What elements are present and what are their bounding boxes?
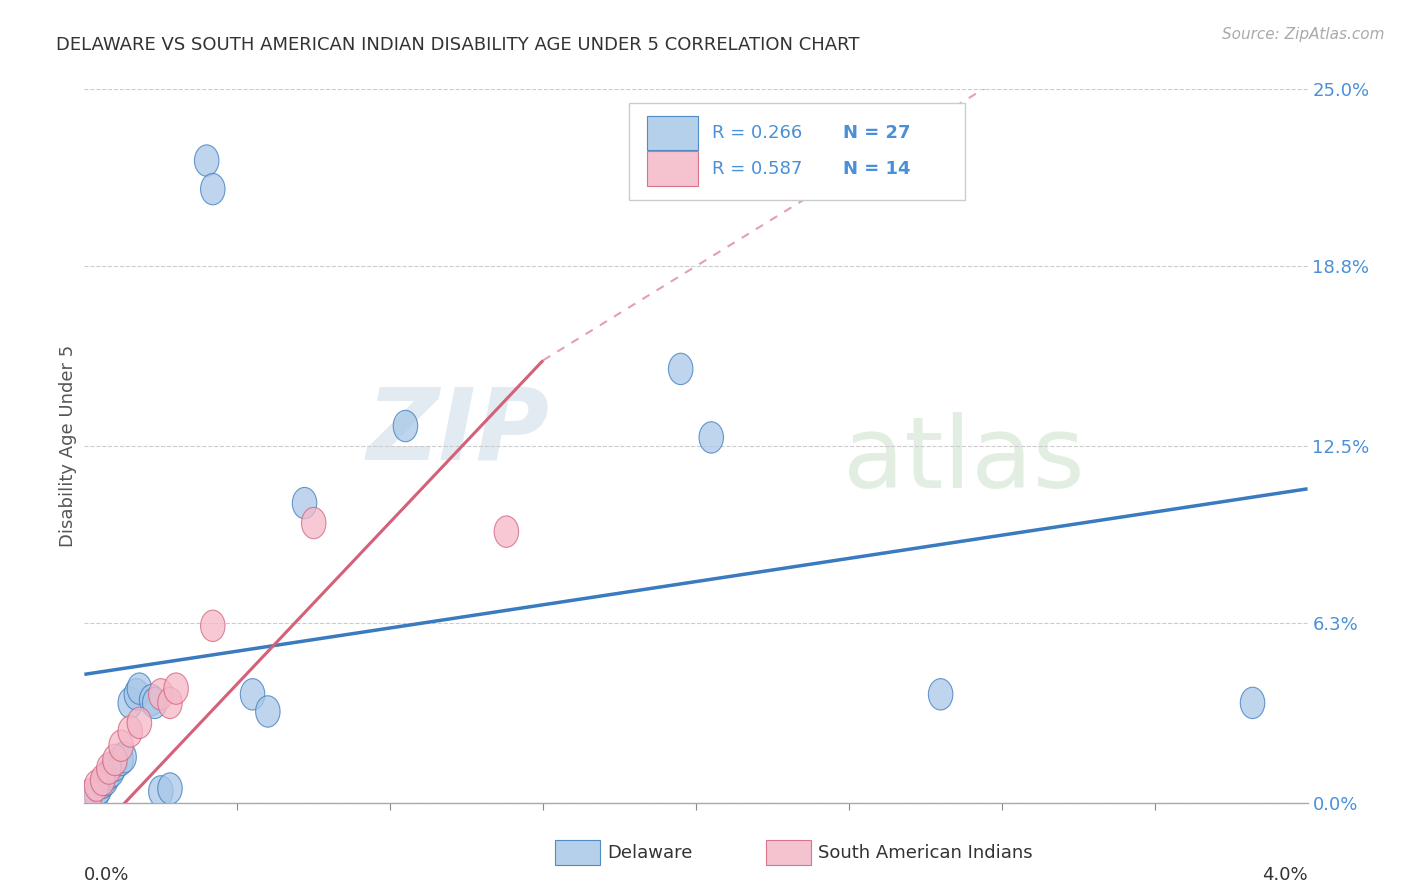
Ellipse shape (139, 684, 165, 715)
Ellipse shape (97, 758, 121, 790)
Ellipse shape (90, 767, 115, 798)
Text: 0.0%: 0.0% (84, 865, 129, 884)
FancyBboxPatch shape (647, 152, 699, 186)
Text: N = 27: N = 27 (842, 125, 910, 143)
Ellipse shape (87, 772, 112, 805)
Ellipse shape (90, 764, 115, 796)
Ellipse shape (301, 508, 326, 539)
Ellipse shape (928, 679, 953, 710)
Ellipse shape (94, 764, 118, 796)
Ellipse shape (201, 610, 225, 641)
FancyBboxPatch shape (647, 116, 699, 150)
Ellipse shape (668, 353, 693, 384)
Text: Delaware: Delaware (607, 844, 693, 862)
Ellipse shape (127, 673, 152, 705)
Ellipse shape (240, 679, 264, 710)
Ellipse shape (699, 422, 724, 453)
Y-axis label: Disability Age Under 5: Disability Age Under 5 (59, 345, 77, 547)
Ellipse shape (157, 772, 183, 805)
Ellipse shape (118, 715, 142, 747)
Ellipse shape (118, 687, 142, 719)
Ellipse shape (157, 687, 183, 719)
Ellipse shape (79, 779, 103, 810)
Ellipse shape (79, 781, 103, 813)
Text: 4.0%: 4.0% (1263, 865, 1308, 884)
Ellipse shape (149, 776, 173, 807)
Ellipse shape (108, 730, 134, 762)
Ellipse shape (97, 753, 121, 784)
Ellipse shape (142, 687, 167, 719)
Text: N = 14: N = 14 (842, 161, 910, 178)
Ellipse shape (112, 741, 136, 772)
Text: DELAWARE VS SOUTH AMERICAN INDIAN DISABILITY AGE UNDER 5 CORRELATION CHART: DELAWARE VS SOUTH AMERICAN INDIAN DISABI… (56, 36, 859, 54)
Ellipse shape (108, 744, 134, 776)
Text: ZIP: ZIP (366, 384, 550, 480)
Ellipse shape (165, 673, 188, 705)
Ellipse shape (84, 779, 108, 810)
FancyBboxPatch shape (628, 103, 965, 200)
Ellipse shape (394, 410, 418, 442)
Text: South American Indians: South American Indians (818, 844, 1033, 862)
Ellipse shape (149, 679, 173, 710)
Ellipse shape (127, 707, 152, 739)
Ellipse shape (103, 744, 127, 776)
Ellipse shape (256, 696, 280, 727)
Ellipse shape (494, 516, 519, 548)
Ellipse shape (1240, 687, 1265, 719)
Ellipse shape (194, 145, 219, 177)
Text: R = 0.587: R = 0.587 (711, 161, 803, 178)
Text: Source: ZipAtlas.com: Source: ZipAtlas.com (1222, 27, 1385, 42)
Text: R = 0.266: R = 0.266 (711, 125, 801, 143)
Ellipse shape (103, 750, 127, 781)
Text: atlas: atlas (842, 412, 1084, 508)
Ellipse shape (124, 679, 149, 710)
Ellipse shape (100, 756, 124, 787)
Ellipse shape (201, 173, 225, 205)
Ellipse shape (292, 487, 316, 519)
Ellipse shape (84, 770, 108, 801)
